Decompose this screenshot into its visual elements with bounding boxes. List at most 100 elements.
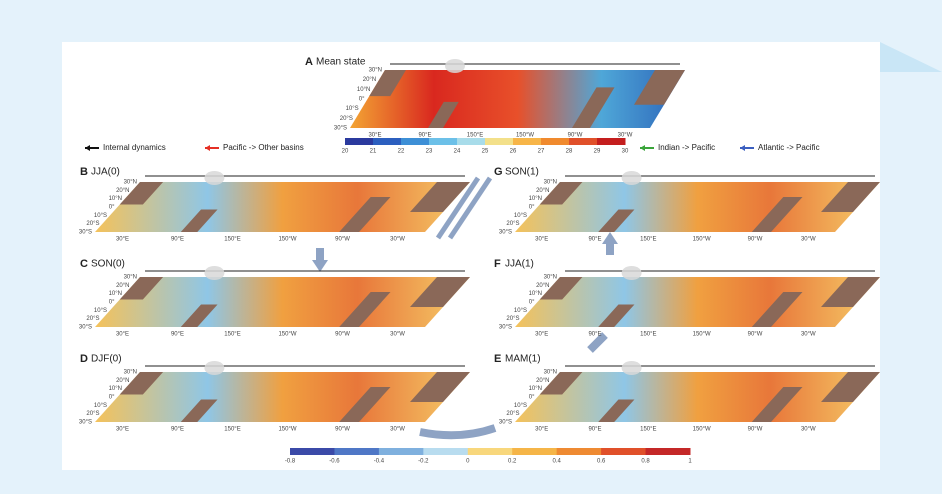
lat-label: 10°N	[357, 87, 370, 93]
lon-label: 90°E	[171, 427, 184, 433]
panel-title: MAM(1)	[505, 354, 541, 365]
colorbar-tick: -0.2	[418, 459, 429, 465]
legend-label: Pacific -> Other basins	[223, 143, 304, 152]
lon-label: 30°E	[368, 133, 381, 139]
lon-label: 90°W	[568, 133, 583, 139]
lat-label: 10°S	[346, 106, 359, 112]
lat-label: 30°N	[369, 68, 382, 74]
page: {"panels": [ {"letter": "A", "title": "M…	[0, 0, 942, 494]
lon-label: 30°W	[390, 427, 405, 433]
lon-label: 150°W	[278, 427, 296, 433]
figure: 30°N20°N10°N0°10°S20°S30°S30°E90°E150°E1…	[0, 0, 942, 494]
lon-label: 90°W	[335, 332, 350, 338]
lon-label: 150°W	[278, 332, 296, 338]
lat-label: 10°N	[109, 196, 122, 202]
lon-label: 150°E	[224, 237, 240, 243]
legend-label: Indian -> Pacific	[658, 143, 715, 152]
colorbar-swatch	[468, 448, 513, 455]
lat-label: 0°	[109, 395, 115, 401]
lon-label: 30°E	[535, 237, 548, 243]
lat-label: 30°S	[79, 420, 92, 426]
colorbar-swatch	[373, 138, 402, 145]
colorbar-tick: 20	[342, 149, 349, 155]
colorbar-swatch	[569, 138, 598, 145]
lon-label: 150°E	[640, 332, 656, 338]
lat-label: 20°S	[506, 411, 519, 417]
lon-label: 150°W	[516, 133, 534, 139]
panel-letter: C	[80, 258, 88, 270]
colorbar-tick: 27	[538, 149, 545, 155]
lat-label: 30°N	[544, 180, 557, 186]
convection-cloud	[622, 266, 642, 280]
panel-letter: D	[80, 353, 88, 365]
colorbar-tick: 0.4	[552, 459, 561, 465]
panel-letter: F	[494, 258, 501, 270]
colorbar-tick: 0.2	[508, 459, 517, 465]
lat-label: 30°N	[124, 370, 137, 376]
colorbar-swatch	[601, 448, 646, 455]
lon-label: 150°E	[224, 332, 240, 338]
lat-label: 20°S	[86, 221, 99, 227]
panel-title: SON(0)	[91, 259, 125, 270]
lat-label: 10°S	[514, 403, 527, 409]
lat-label: 30°N	[544, 370, 557, 376]
lat-label: 0°	[529, 395, 535, 401]
lat-label: 0°	[109, 205, 115, 211]
lat-label: 20°S	[506, 316, 519, 322]
panel-title: DJF(0)	[91, 354, 122, 365]
lat-label: 10°N	[529, 386, 542, 392]
colorbar-tick: 0.8	[641, 459, 650, 465]
colorbar-tick: 25	[482, 149, 489, 155]
convection-cloud	[204, 361, 224, 375]
panel-letter: A	[305, 56, 313, 68]
colorbar-tick: 21	[370, 149, 377, 155]
lat-label: 10°S	[94, 403, 107, 409]
lat-label: 20°S	[340, 116, 353, 122]
colorbar-swatch	[290, 448, 335, 455]
lat-label: 20°N	[116, 188, 129, 194]
colorbar-swatch	[334, 448, 379, 455]
panel-letter: B	[80, 166, 88, 178]
lon-label: 150°W	[693, 237, 711, 243]
lon-label: 150°E	[467, 133, 483, 139]
colorbar-tick: 0.6	[597, 459, 606, 465]
lat-label: 30°N	[544, 275, 557, 281]
colorbar-swatch	[423, 448, 468, 455]
lon-label: 90°E	[588, 427, 601, 433]
colorbar-swatch	[457, 138, 486, 145]
lat-label: 30°S	[79, 325, 92, 331]
lon-label: 30°E	[116, 427, 129, 433]
colorbar-swatch	[379, 448, 424, 455]
colorbar-tick: 23	[426, 149, 433, 155]
lon-label: 30°E	[535, 427, 548, 433]
panel-letter: E	[494, 353, 501, 365]
colorbar-tick: 24	[454, 149, 461, 155]
panel-title: JJA(1)	[505, 259, 534, 270]
convection-cloud	[622, 171, 642, 185]
corner-fold	[880, 42, 942, 72]
lat-label: 30°N	[124, 180, 137, 186]
lat-label: 0°	[529, 300, 535, 306]
colorbar-swatch	[513, 138, 542, 145]
panel-title: JJA(0)	[91, 167, 120, 178]
lat-label: 30°S	[499, 230, 512, 236]
colorbar-tick: -0.6	[329, 459, 340, 465]
lon-label: 150°E	[640, 237, 656, 243]
lon-label: 90°W	[748, 332, 763, 338]
lat-label: 20°N	[536, 283, 549, 289]
lon-label: 30°W	[801, 332, 816, 338]
colorbar-swatch	[429, 138, 458, 145]
colorbar-tick: -0.8	[285, 459, 296, 465]
panel-title: Mean state	[316, 57, 366, 68]
lat-label: 20°N	[116, 283, 129, 289]
lon-label: 90°E	[418, 133, 431, 139]
convection-cloud	[622, 361, 642, 375]
panel-title: SON(1)	[505, 167, 539, 178]
lon-label: 90°E	[171, 237, 184, 243]
lat-label: 20°S	[86, 411, 99, 417]
colorbar-swatch	[557, 448, 602, 455]
colorbar-swatch	[345, 138, 374, 145]
colorbar-tick: 26	[510, 149, 517, 155]
colorbar-tick: 30	[622, 149, 629, 155]
lon-label: 90°W	[748, 237, 763, 243]
